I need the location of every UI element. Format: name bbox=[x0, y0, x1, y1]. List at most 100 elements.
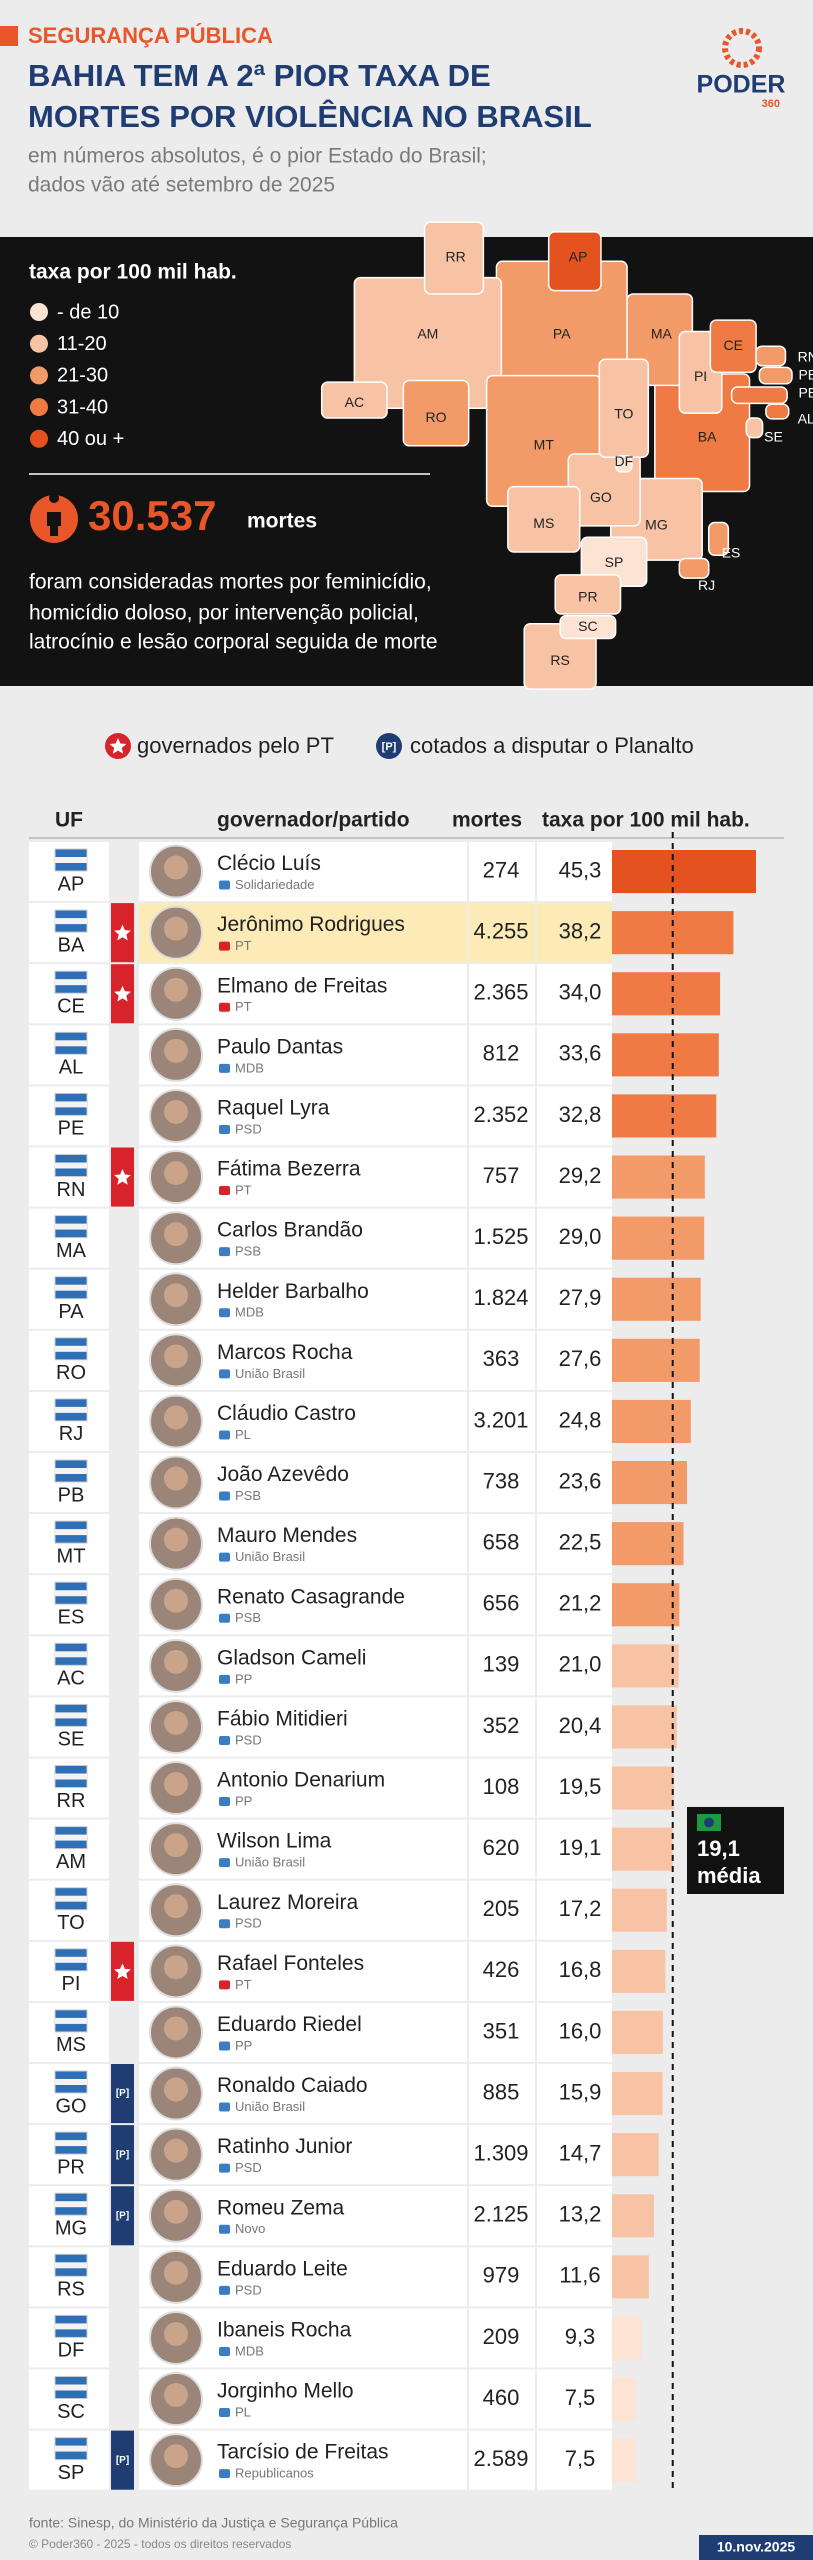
bar bbox=[612, 2072, 663, 2116]
party: PSB bbox=[235, 1610, 261, 1625]
row-cell bbox=[537, 1147, 612, 1207]
bar bbox=[612, 1338, 700, 1382]
party-icon bbox=[219, 2346, 230, 2356]
party: Republicanos bbox=[235, 2466, 314, 2481]
party: PL bbox=[235, 2404, 251, 2419]
party-icon bbox=[219, 2408, 230, 2418]
row-cell bbox=[537, 2125, 612, 2185]
bar bbox=[612, 1766, 674, 1810]
deaths: 205 bbox=[483, 1896, 520, 1921]
flag bbox=[55, 1895, 87, 1902]
rate-label: 34,0 bbox=[559, 980, 602, 1005]
bar bbox=[612, 1705, 677, 1749]
state-shape bbox=[320, 381, 388, 419]
row-cell bbox=[469, 2430, 535, 2490]
state-label: MA bbox=[651, 325, 673, 341]
map: - de 10 11-20 21-30 31-40 40 ou + AP BA CE AL PE R… bbox=[30, 221, 813, 690]
row-cell bbox=[469, 2002, 535, 2062]
flag bbox=[55, 1040, 87, 1047]
rate-label: 19,5 bbox=[559, 1774, 602, 1799]
governor: Tarcísio de Freitas bbox=[217, 2441, 389, 2464]
deaths: 139 bbox=[483, 1652, 520, 1677]
flag bbox=[55, 1529, 87, 1536]
photo-face bbox=[164, 916, 188, 941]
star bbox=[109, 738, 127, 754]
bar bbox=[612, 2010, 663, 2054]
governor: Ibaneis Rocha bbox=[217, 2318, 352, 2341]
party-icon bbox=[219, 2224, 230, 2234]
party-icon bbox=[219, 1919, 230, 1929]
uf: AP bbox=[58, 873, 85, 895]
photo-face bbox=[164, 1283, 188, 1308]
flag bbox=[55, 1468, 87, 1474]
bar bbox=[612, 1522, 684, 1566]
flag bbox=[55, 2445, 87, 2452]
flag bbox=[55, 2262, 87, 2269]
party: PSD bbox=[235, 1916, 262, 1931]
state-label: RN bbox=[798, 348, 813, 364]
date-box bbox=[699, 2535, 813, 2560]
row-cell bbox=[469, 1819, 535, 1879]
column-header: mortes bbox=[452, 809, 522, 832]
party: União Brasil bbox=[235, 1366, 305, 1381]
governor: Raquel Lyra bbox=[217, 1096, 330, 1119]
state-label: AL bbox=[798, 410, 813, 426]
party-icon bbox=[219, 1674, 230, 1684]
row-cell bbox=[537, 1514, 612, 1574]
state-shape bbox=[730, 386, 788, 405]
photo-face bbox=[164, 1833, 188, 1858]
key-pt: governados pelo PT bbox=[137, 733, 334, 758]
party-icon bbox=[219, 941, 230, 951]
photo-face bbox=[164, 1772, 188, 1797]
photo-face bbox=[164, 1894, 188, 1919]
row-cell bbox=[537, 1086, 612, 1146]
party-icon bbox=[219, 1613, 230, 1623]
governor: Rafael Fonteles bbox=[217, 1952, 364, 1975]
row-cell bbox=[537, 842, 612, 902]
uf: MS bbox=[56, 2034, 86, 2056]
flag bbox=[55, 2323, 87, 2330]
party: PT bbox=[235, 938, 252, 953]
deaths: 812 bbox=[483, 1041, 520, 1066]
column-header: UF bbox=[55, 809, 83, 832]
uf: PB bbox=[58, 1484, 85, 1506]
row-cell bbox=[469, 1208, 535, 1268]
state-shape bbox=[678, 557, 710, 579]
source: fonte: Sinesp, do Ministério da Justiça … bbox=[29, 2515, 398, 2531]
rate-label: 29,2 bbox=[559, 1163, 602, 1188]
legend-swatch bbox=[30, 429, 48, 448]
planalto-marker bbox=[111, 2064, 134, 2124]
row-cell bbox=[469, 1575, 535, 1635]
uf: SE bbox=[58, 1729, 85, 1751]
deaths: 1.525 bbox=[473, 1224, 528, 1249]
row-cell bbox=[537, 1697, 612, 1757]
deaths: 1.309 bbox=[473, 2140, 528, 2165]
deaths: 2.125 bbox=[473, 2202, 528, 2227]
bar bbox=[612, 2255, 649, 2299]
row-cell bbox=[469, 1330, 535, 1390]
title: BAHIA TEM A 2ª PIOR TAXA DE bbox=[28, 58, 491, 93]
uf: MT bbox=[57, 1545, 86, 1567]
state-shape bbox=[709, 319, 757, 374]
row-cell bbox=[537, 1391, 612, 1451]
deaths: 2.589 bbox=[473, 2446, 528, 2471]
row-cell bbox=[537, 2430, 612, 2490]
row-cell bbox=[469, 1514, 535, 1574]
row-cell bbox=[537, 2247, 612, 2307]
state-shape bbox=[554, 574, 622, 615]
party: PSD bbox=[235, 1121, 262, 1136]
flag bbox=[55, 1773, 87, 1780]
uf: RR bbox=[57, 1790, 86, 1812]
row-cell bbox=[469, 1269, 535, 1329]
rate-label: 27,6 bbox=[559, 1346, 602, 1371]
party-icon bbox=[219, 1797, 230, 1807]
rate-label: 21,0 bbox=[559, 1652, 602, 1677]
party: PP bbox=[235, 1793, 252, 1808]
state-shape bbox=[402, 379, 470, 447]
row-cell bbox=[469, 1880, 535, 1940]
planalto-marker bbox=[111, 2430, 134, 2490]
deaths: 209 bbox=[483, 2324, 520, 2349]
party-icon bbox=[219, 1247, 230, 1257]
